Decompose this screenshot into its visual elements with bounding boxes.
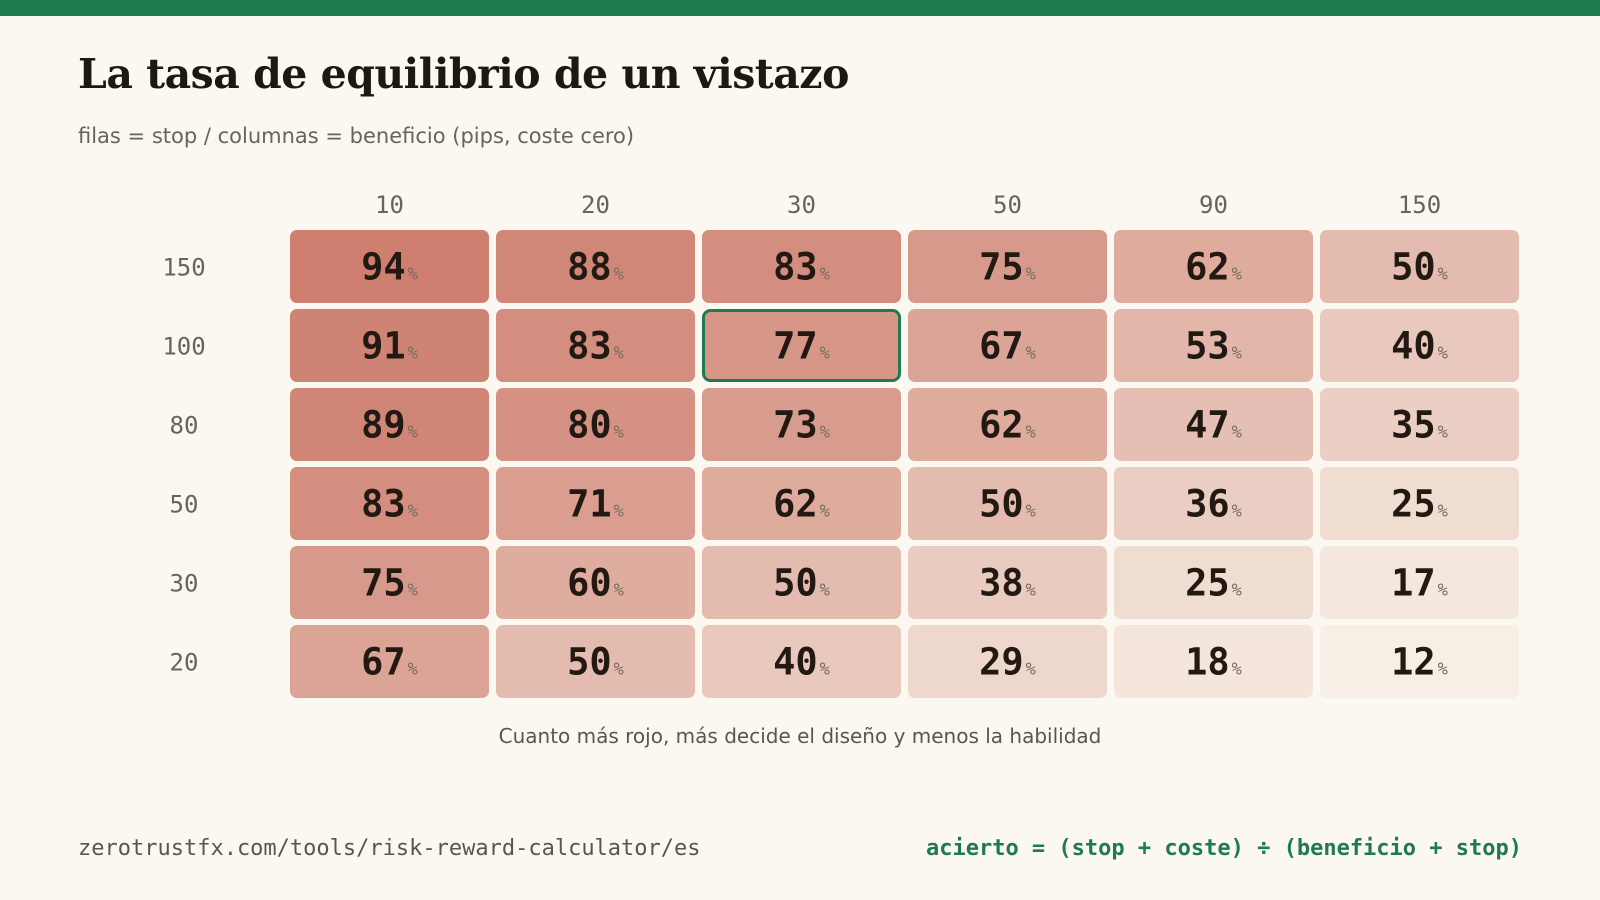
heatmap-cell [496, 230, 695, 303]
cell-value: 36% [1185, 483, 1242, 526]
heatmap-cell [908, 625, 1107, 698]
heatmap-cell [496, 546, 695, 619]
cell-value: 50% [1391, 246, 1448, 289]
heatmap-cell [908, 467, 1107, 540]
heatmap-cell [1320, 467, 1519, 540]
heatmap-cell [496, 309, 695, 382]
heatmap-cell [1320, 230, 1519, 303]
cell-value: 62% [979, 404, 1036, 447]
cell-value: 50% [567, 641, 624, 684]
cell-value: 77% [773, 325, 830, 368]
page-title: La tasa de equilibrio de un vistazo [78, 50, 849, 98]
heatmap-cell [290, 467, 489, 540]
cell-value: 40% [773, 641, 830, 684]
heatmap-cell [1320, 309, 1519, 382]
cell-value: 83% [567, 325, 624, 368]
heatmap-cell [1114, 309, 1313, 382]
column-label-90: 90 [1199, 191, 1228, 219]
footer-url[interactable]: zerotrustfx.com/tools/risk-reward-calcul… [78, 836, 701, 861]
cell-value: 17% [1391, 562, 1448, 605]
cell-value: 50% [773, 562, 830, 605]
heatmap-cell [702, 230, 901, 303]
column-label-20: 20 [581, 191, 610, 219]
heatmap-cell [908, 388, 1107, 461]
row-label-100: 100 [162, 333, 205, 361]
row-label-50: 50 [170, 491, 199, 519]
cell-value: 67% [361, 641, 418, 684]
cell-value: 62% [773, 483, 830, 526]
cell-value: 18% [1185, 641, 1242, 684]
highlighted-cell [702, 309, 901, 382]
heatmap-cell [908, 546, 1107, 619]
column-label-10: 10 [375, 191, 404, 219]
heatmap-cell [496, 467, 695, 540]
cell-value: 88% [567, 246, 624, 289]
row-label-30: 30 [170, 570, 199, 598]
cell-value: 83% [773, 246, 830, 289]
heatmap-cell [496, 388, 695, 461]
heatmap-cell [1114, 467, 1313, 540]
cell-value: 35% [1391, 404, 1448, 447]
cell-value: 89% [361, 404, 418, 447]
heatmap-cell [1114, 546, 1313, 619]
cell-value: 75% [361, 562, 418, 605]
heatmap-cell [1114, 230, 1313, 303]
heatmap-cell [702, 388, 901, 461]
column-label-30: 30 [787, 191, 816, 219]
cell-value: 60% [567, 562, 624, 605]
cell-value: 53% [1185, 325, 1242, 368]
cell-value: 40% [1391, 325, 1448, 368]
cell-value: 94% [361, 246, 418, 289]
page-subtitle: filas = stop / columnas = beneficio (pip… [78, 124, 635, 148]
cell-value: 91% [361, 325, 418, 368]
heatmap-cell [290, 388, 489, 461]
heatmap-cell [290, 309, 489, 382]
heatmap-cell [702, 467, 901, 540]
heatmap-cell [1320, 388, 1519, 461]
heatmap-cell [290, 546, 489, 619]
heatmap-cell [290, 230, 489, 303]
cell-value: 75% [979, 246, 1036, 289]
cell-value: 29% [979, 641, 1036, 684]
cell-value: 71% [567, 483, 624, 526]
heatmap-cell [702, 625, 901, 698]
row-label-150: 150 [162, 254, 205, 282]
column-label-50: 50 [993, 191, 1022, 219]
heatmap-cell [1320, 625, 1519, 698]
cell-value: 67% [979, 325, 1036, 368]
cell-value: 12% [1391, 641, 1448, 684]
cell-value: 47% [1185, 404, 1242, 447]
heatmap-cell [908, 309, 1107, 382]
heatmap-cell [908, 230, 1107, 303]
cell-value: 25% [1391, 483, 1448, 526]
heatmap-cell [1114, 625, 1313, 698]
cell-value: 25% [1185, 562, 1242, 605]
heatmap-cell [290, 625, 489, 698]
row-label-20: 20 [170, 649, 199, 677]
heatmap-cell [1114, 388, 1313, 461]
cell-value: 38% [979, 562, 1036, 605]
cell-value: 50% [979, 483, 1036, 526]
cell-value: 73% [773, 404, 830, 447]
heatmap-cell [702, 546, 901, 619]
heatmap-cell [1320, 546, 1519, 619]
cell-value: 62% [1185, 246, 1242, 289]
top-accent-bar [0, 0, 1600, 16]
cell-value: 83% [361, 483, 418, 526]
heatmap-cell [496, 625, 695, 698]
column-label-150: 150 [1398, 191, 1441, 219]
cell-value: 80% [567, 404, 624, 447]
row-label-80: 80 [170, 412, 199, 440]
chart-note: Cuanto más rojo, más decide el diseño y … [498, 724, 1102, 748]
footer-formula: acierto = (stop + coste) ÷ (beneficio + … [925, 836, 1522, 861]
